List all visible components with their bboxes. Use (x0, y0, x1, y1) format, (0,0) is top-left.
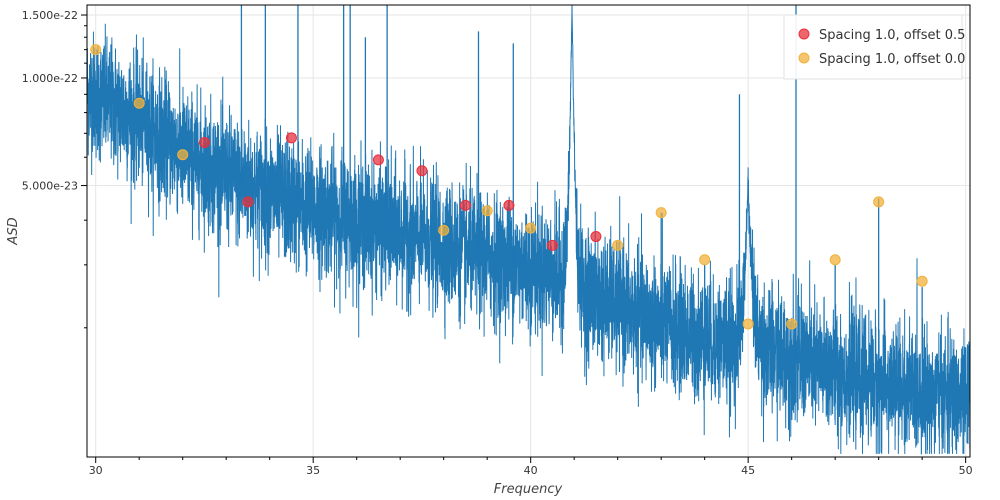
scatter-point (198, 136, 210, 148)
scatter-point (873, 196, 885, 208)
x-tick-label: 30 (89, 464, 103, 477)
scatter-series-1 (90, 44, 928, 330)
scatter-point (829, 254, 841, 266)
x-axis-title: Frequency (494, 482, 563, 497)
legend-label: Spacing 1.0, offset 0.0 (819, 52, 965, 67)
scatter-point (503, 199, 515, 211)
scatter-point (612, 239, 624, 251)
scatter-point (372, 154, 384, 166)
scatter-point (285, 132, 297, 144)
scatter-point (525, 222, 537, 234)
x-tick-label: 35 (306, 464, 320, 477)
scatter-point (242, 196, 254, 208)
legend: Spacing 1.0, offset 0.5 Spacing 1.0, offs… (783, 14, 965, 80)
scatter-point (655, 207, 667, 219)
y-tick-label: 1.500e-22 (22, 9, 78, 22)
scatter-point (177, 149, 189, 161)
x-tick-label: 40 (524, 464, 538, 477)
legend-marker (798, 28, 810, 40)
asd-line (87, 5, 970, 455)
scatter-point (590, 231, 602, 243)
scatter-series-0 (198, 132, 602, 251)
y-tick-label: 5.000e-23 (22, 180, 78, 193)
scatter-point (416, 165, 428, 177)
scatter-point (459, 199, 471, 211)
x-tick-label: 45 (741, 464, 755, 477)
scatter-point (438, 224, 450, 236)
scatter-point (481, 205, 493, 217)
scatter-point (546, 239, 558, 251)
scatter-point (133, 97, 145, 109)
scatter-point (786, 318, 798, 330)
legend-marker (798, 52, 810, 64)
y-tick-label: 1.000e-22 (22, 72, 78, 85)
axes: 30 35 40 45 50 1.500e-22 1.000e-22 5.000e-23 (22, 9, 973, 477)
y-axis-title: ASD (6, 217, 21, 245)
scatter-point (742, 318, 754, 330)
x-tick-label: 50 (959, 464, 973, 477)
legend-label: Spacing 1.0, offset 0.5 (819, 28, 965, 43)
plot-frame (86, 4, 971, 458)
legend-box (783, 14, 963, 80)
scatter-point (699, 254, 711, 266)
scatter-point (916, 275, 928, 287)
scatter-series (90, 44, 928, 330)
scatter-point (90, 44, 102, 56)
